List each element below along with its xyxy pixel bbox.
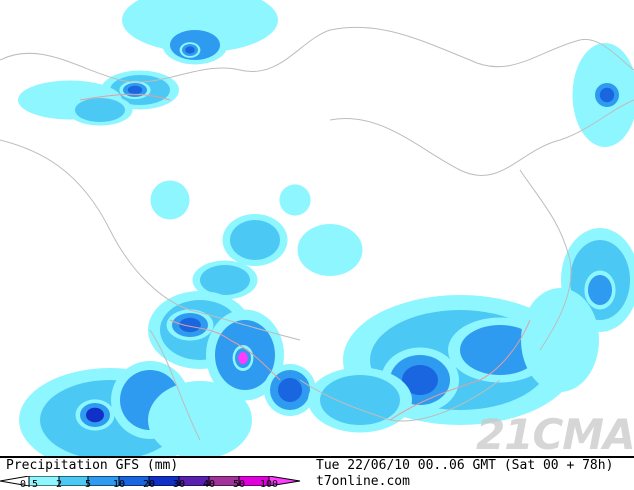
watermark: 21CMA — [476, 410, 634, 459]
precip-area — [150, 180, 190, 220]
scale-tick-label: 100 — [259, 479, 279, 490]
precip-core — [599, 87, 615, 103]
precip-area — [297, 224, 363, 276]
legend-footer: Precipitation GFS (mm) 0.5 2 5 10 20 30 40 50 10… — [0, 458, 634, 490]
precip-area — [320, 375, 400, 425]
scale-tick-label: 20 — [142, 479, 156, 490]
precip-area — [200, 265, 250, 295]
precip-area — [230, 220, 280, 260]
valid-time: Tue 22/06/10 00..06 GMT (Sat 00 + 78h) — [316, 458, 614, 473]
scale-swatch — [58, 476, 89, 486]
precip-core — [179, 317, 201, 333]
precip-area — [279, 184, 311, 216]
scale-tick-label: 2 — [55, 479, 63, 490]
precip-core — [86, 407, 104, 423]
scale-tick-label: 5 — [84, 479, 92, 490]
source-link[interactable]: t7online.com — [316, 474, 410, 489]
precip-area — [148, 381, 252, 456]
precip-core — [278, 378, 302, 402]
color-scale-bar — [0, 476, 301, 486]
scale-tick-label: 0.5 — [19, 479, 39, 490]
precipitation-map — [0, 0, 634, 458]
precip-core — [238, 352, 248, 364]
scale-tick-label: 10 — [112, 479, 126, 490]
legend-title: Precipitation GFS (mm) — [6, 458, 179, 473]
coastline — [79, 93, 531, 421]
precip-core — [127, 85, 143, 95]
scale-tick-label: 50 — [232, 479, 246, 490]
precip-area — [521, 288, 599, 392]
scale-arrow-high — [268, 476, 301, 486]
precip-area — [460, 325, 540, 375]
precip-area — [588, 275, 612, 305]
scale-tick-label: 30 — [172, 479, 186, 490]
precip-area — [75, 98, 125, 122]
scale-tick-label: 40 — [202, 479, 216, 490]
precip-core — [402, 365, 438, 395]
precip-core — [185, 46, 195, 54]
